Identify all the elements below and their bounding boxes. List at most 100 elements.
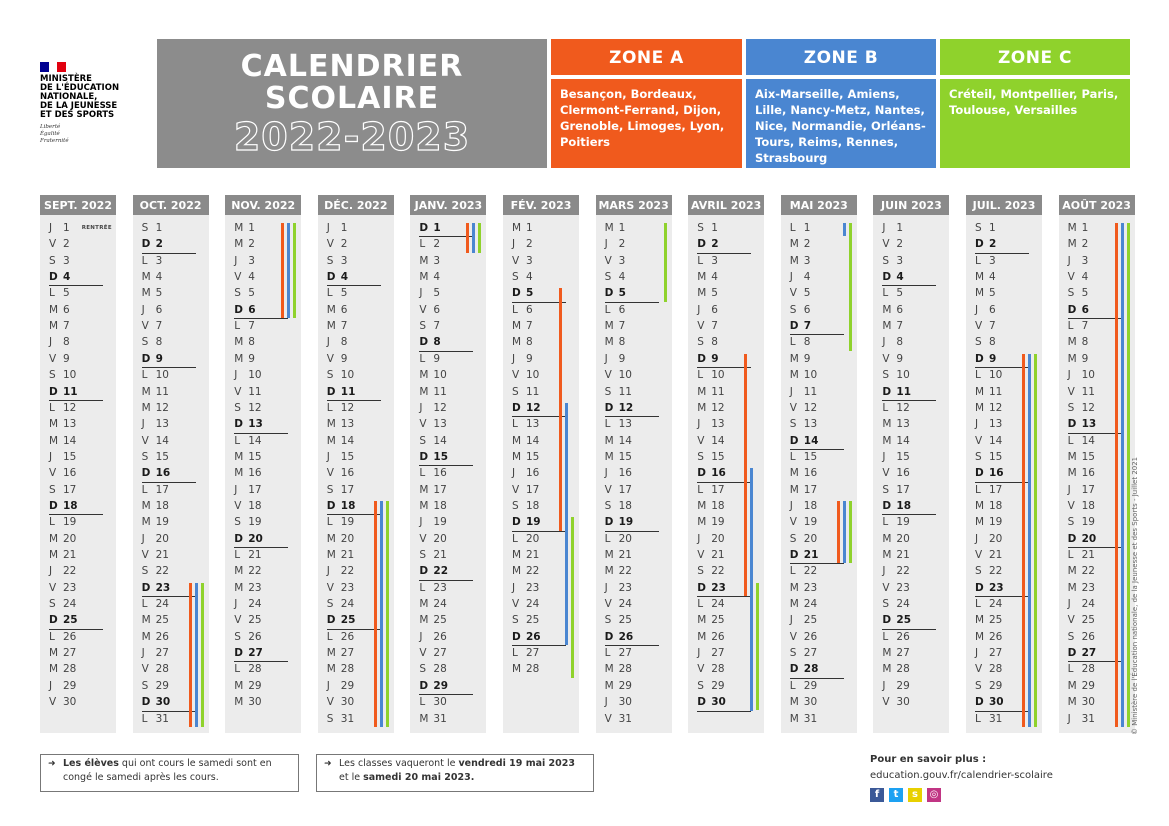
day-row: M 24 [790,597,817,611]
day-number: 22 [248,565,262,578]
day-number: 16 [526,467,540,480]
day-number: 4 [63,271,71,284]
day-row: M 31 [790,712,817,726]
weekday: L [975,369,981,382]
day-number: 21 [63,549,77,561]
day-row: S 25 [605,613,632,627]
day-row: V 10 [605,368,632,382]
twitter-icon[interactable]: t [889,788,903,802]
day-number: 26 [433,630,447,643]
day-row: V 23 [882,581,909,595]
day-number: 6 [155,303,163,316]
week-separator [326,399,381,401]
day-number: 14 [248,434,262,447]
weekday: M [419,483,429,496]
facebook-icon[interactable]: f [870,788,884,802]
day-number: 29 [340,679,355,692]
weekday: S [1067,287,1075,300]
day-row: M 13 [882,417,909,431]
weekday: L [882,516,889,529]
day-number: 30 [433,696,447,709]
day-row: D 15 [419,450,448,464]
day-row: L 19 [49,515,76,529]
day-row: D 19 [512,515,541,529]
day-number: 30 [896,696,910,709]
weekday: D [604,630,614,643]
day-number: 26 [1081,630,1095,643]
month-header: FÉV. 2023 [503,195,579,215]
weekday: D [326,271,336,284]
weekday: D [697,352,706,365]
day-number: 31 [155,712,169,725]
day-number: 31 [803,712,818,725]
day-row: D 26 [605,630,634,644]
weekday: V [326,696,334,709]
weekday: V [604,369,612,382]
instagram-icon[interactable]: ◎ [927,788,941,802]
day-row: M 22 [234,564,261,578]
day-number: 25 [340,614,356,627]
day-number: 10 [526,369,540,382]
day-number: 2 [989,238,997,251]
day-row: J 15 [49,450,76,464]
weekday: V [882,696,890,709]
day-number: 8 [618,336,626,349]
weekday: S [1067,516,1075,529]
day-number: 29 [63,679,77,692]
weekday: L [141,712,148,725]
day-row: L 15 [790,450,817,464]
day-number: 7 [618,320,626,333]
day-row: L 28 [1068,662,1095,676]
day-row: L 17 [697,483,724,497]
day-number: 22 [433,565,449,578]
day-number: 30 [803,696,818,709]
weekday: J [789,614,793,627]
day-number: 21 [803,549,819,561]
day-number: 17 [155,483,169,496]
weekday: D [326,614,336,627]
weekday: J [789,385,793,398]
month-column: JUIL. 2023 S 1 D 2 L 3 M 4 M 5 J 6 V 7 S 8 D 9 L 10 M 11 M 12 J 13… [966,195,1042,733]
day-number: 7 [896,320,904,333]
day-row: D 23 [697,581,726,595]
zone-a-cities: Besançon, Bordeaux, Clermont-Ferrand, Di… [551,79,742,168]
day-row: J 20 [697,532,724,546]
weekday: S [141,679,149,692]
day-number: 26 [989,630,1003,643]
weekday: L [419,352,426,365]
more-info-link[interactable]: education.gouv.fr/calendrier-scolaire [870,770,1053,781]
day-number: 5 [340,287,348,300]
weekday: M [882,418,892,431]
day-number: 4 [155,271,163,284]
weekday: M [512,222,522,234]
day-row: D 16 [697,466,726,480]
weekday: L [1067,549,1074,561]
day-number: 13 [803,418,818,431]
snapchat-icon[interactable]: s [908,788,922,802]
month-header: JUIN 2023 [873,195,950,215]
weekday: J [882,565,886,578]
day-row: L 13 [605,417,632,431]
day-number: 8 [155,336,163,349]
weekday: L [789,222,796,234]
weekday: L [49,401,55,414]
day-number: 29 [803,679,818,692]
weekday: M [604,222,614,234]
weekday: M [512,336,522,349]
weekday: D [604,287,614,300]
day-row: V 28 [975,662,1002,676]
day-row: M 18 [142,499,169,513]
weekday: J [49,565,53,578]
weekday: V [512,369,520,382]
